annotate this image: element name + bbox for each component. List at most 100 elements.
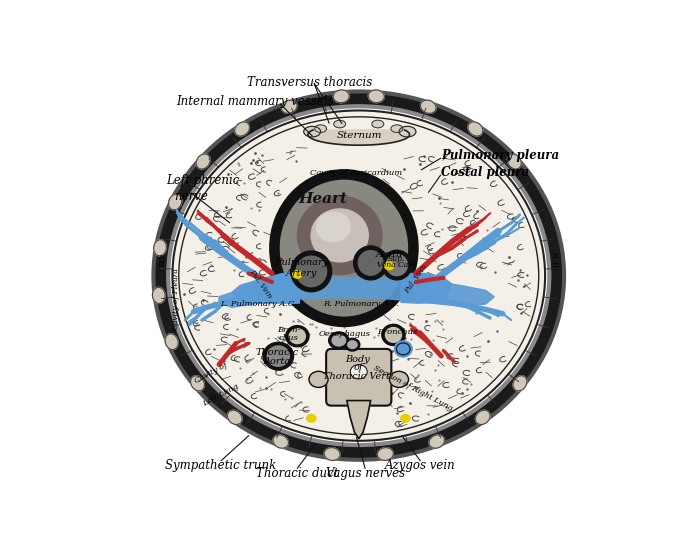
Ellipse shape xyxy=(508,154,522,169)
Text: Thoracic duct: Thoracic duct xyxy=(256,467,339,480)
Text: Oesophagus: Oesophagus xyxy=(318,330,370,338)
Ellipse shape xyxy=(384,262,394,270)
Ellipse shape xyxy=(281,100,297,113)
Text: Pulmonary: Pulmonary xyxy=(275,258,328,267)
Ellipse shape xyxy=(196,154,210,169)
Ellipse shape xyxy=(400,415,410,422)
Ellipse shape xyxy=(421,100,436,113)
Ellipse shape xyxy=(304,126,321,137)
Text: Aorta: Aorta xyxy=(264,357,291,366)
Ellipse shape xyxy=(286,326,309,347)
Text: Azygos vein: Azygos vein xyxy=(385,459,456,472)
Text: Left phrenic: Left phrenic xyxy=(166,174,239,187)
Ellipse shape xyxy=(169,194,182,210)
Ellipse shape xyxy=(391,125,402,133)
Ellipse shape xyxy=(172,111,545,441)
Ellipse shape xyxy=(333,90,349,103)
Ellipse shape xyxy=(354,246,388,280)
Ellipse shape xyxy=(289,329,305,344)
Text: Vena Cava: Vena Cava xyxy=(377,261,417,269)
Text: Sternum: Sternum xyxy=(337,130,382,140)
Ellipse shape xyxy=(309,371,328,387)
Ellipse shape xyxy=(316,212,350,242)
Polygon shape xyxy=(219,278,494,307)
Polygon shape xyxy=(232,273,300,303)
Ellipse shape xyxy=(358,251,383,275)
Ellipse shape xyxy=(190,376,204,391)
Text: Section of Right Lung: Section of Right Lung xyxy=(372,364,454,412)
Ellipse shape xyxy=(153,287,165,304)
Text: Sup.: Sup. xyxy=(389,255,405,263)
FancyBboxPatch shape xyxy=(326,349,391,406)
Text: nerve: nerve xyxy=(174,190,209,203)
Text: Cavity of Pericardium: Cavity of Pericardium xyxy=(309,169,402,177)
Text: Body: Body xyxy=(346,355,370,364)
Ellipse shape xyxy=(475,410,490,425)
Text: Pul. Vein: Pul. Vein xyxy=(248,267,274,299)
Ellipse shape xyxy=(315,125,327,133)
Ellipse shape xyxy=(281,180,407,316)
Ellipse shape xyxy=(234,122,250,136)
Polygon shape xyxy=(347,400,370,439)
Text: Cavity of Pleura: Cavity of Pleura xyxy=(172,268,180,330)
Text: Thoracic Vert.: Thoracic Vert. xyxy=(323,372,393,381)
Text: Transversus thoracis: Transversus thoracis xyxy=(247,75,372,89)
Ellipse shape xyxy=(468,122,483,136)
Text: R. Pulmonary A.V.: R. Pulmonary A.V. xyxy=(323,300,399,308)
Ellipse shape xyxy=(399,126,416,137)
Ellipse shape xyxy=(372,120,384,128)
Ellipse shape xyxy=(270,170,418,327)
Text: R. tb: R. tb xyxy=(550,251,559,269)
Text: Pul. Vein: Pul. Vein xyxy=(403,263,429,295)
Text: chus: chus xyxy=(279,334,299,342)
Ellipse shape xyxy=(165,334,178,350)
Ellipse shape xyxy=(382,250,412,280)
Text: Internal mammary vessels: Internal mammary vessels xyxy=(176,96,334,108)
Text: Rib: Rib xyxy=(159,254,167,267)
Ellipse shape xyxy=(386,255,407,276)
Text: Vagus nerves: Vagus nerves xyxy=(326,467,405,480)
Text: Thoracic: Thoracic xyxy=(256,348,299,357)
Text: Aorta: Aorta xyxy=(376,250,403,259)
Ellipse shape xyxy=(389,371,409,387)
Text: Bron-: Bron- xyxy=(277,326,300,334)
Text: L. Pulmonary A.C.: L. Pulmonary A.C. xyxy=(220,300,297,308)
Ellipse shape xyxy=(350,365,368,379)
Text: Costal pleura: Costal pleura xyxy=(441,166,529,179)
Text: Sympathetic trunk: Sympathetic trunk xyxy=(165,459,276,472)
Ellipse shape xyxy=(329,332,349,349)
Ellipse shape xyxy=(307,415,316,422)
Ellipse shape xyxy=(368,90,384,103)
Ellipse shape xyxy=(296,256,327,287)
Ellipse shape xyxy=(273,435,288,448)
Polygon shape xyxy=(308,130,410,145)
Ellipse shape xyxy=(228,410,242,425)
Ellipse shape xyxy=(332,335,346,346)
Ellipse shape xyxy=(334,120,346,128)
Ellipse shape xyxy=(382,324,405,345)
Ellipse shape xyxy=(386,327,402,342)
Ellipse shape xyxy=(263,342,293,370)
Ellipse shape xyxy=(311,209,368,262)
Ellipse shape xyxy=(395,341,412,356)
Text: Artery: Artery xyxy=(286,269,317,278)
Polygon shape xyxy=(401,273,452,303)
Text: Cavity of: Cavity of xyxy=(193,361,228,385)
Ellipse shape xyxy=(377,448,393,460)
Ellipse shape xyxy=(429,435,444,448)
Ellipse shape xyxy=(324,448,340,460)
Ellipse shape xyxy=(153,240,167,256)
Ellipse shape xyxy=(345,338,360,351)
Ellipse shape xyxy=(267,346,289,366)
Text: Heart: Heart xyxy=(298,192,347,206)
Ellipse shape xyxy=(513,376,527,391)
Text: of: of xyxy=(354,364,363,372)
Text: Pulmonary pleura: Pulmonary pleura xyxy=(441,149,559,162)
Ellipse shape xyxy=(398,344,409,354)
Ellipse shape xyxy=(298,196,382,274)
Ellipse shape xyxy=(348,341,357,349)
Text: Bronchus: Bronchus xyxy=(377,328,417,336)
Ellipse shape xyxy=(293,271,302,278)
Ellipse shape xyxy=(291,251,332,292)
Text: Left Lung: Left Lung xyxy=(202,383,241,408)
